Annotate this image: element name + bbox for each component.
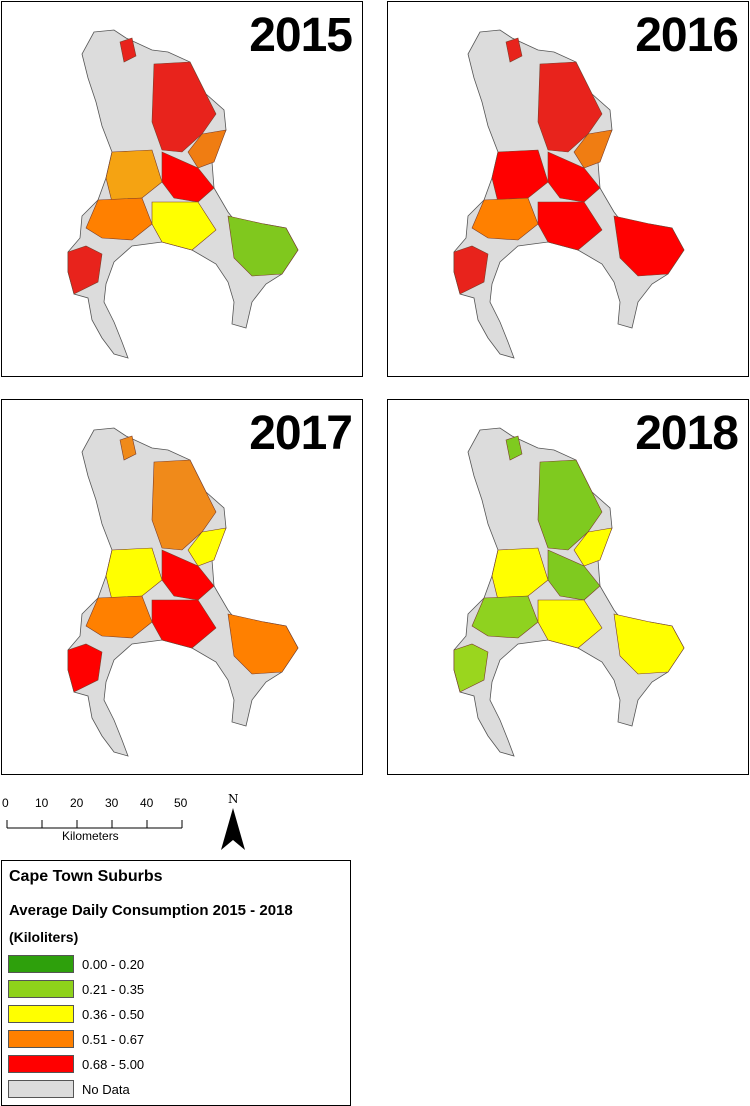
legend-units: (Kiloliters) [9,929,79,945]
legend-swatch [8,1005,74,1023]
scale-tick-label: 10 [35,796,49,810]
legend-swatch [8,1055,74,1073]
cape-town-map [67,29,299,359]
legend-title: Cape Town Suburbs [9,868,163,885]
scale-tick-label: 0 [2,796,9,810]
scale-bar: 0 10 20 30 40 50 Kilometers [0,796,200,856]
suburb-region [227,215,299,277]
scale-tick-label: 40 [140,796,154,810]
suburb-region [505,435,523,461]
suburb-region [67,643,103,693]
scale-tick-label: 50 [174,796,188,810]
suburb-region [613,215,685,277]
suburb-region [85,595,153,639]
legend-item: 0.21 - 0.35 [8,980,328,998]
north-arrow-icon [221,808,245,850]
legend-item: No Data [8,1080,328,1098]
suburb-region [573,129,613,169]
map-year-label: 2015 [249,9,353,62]
suburb-region [453,245,489,295]
cape-town-map [453,29,685,359]
map-year-label: 2017 [249,407,353,460]
map-year-label: 2016 [635,9,739,62]
suburb-region [471,197,539,241]
suburb-region [187,527,227,567]
suburb-region [505,37,523,63]
suburb-region [453,643,489,693]
legend-label: 0.51 - 0.67 [82,1032,145,1047]
map-panel-2018: 2018 [387,399,749,775]
map-panel-2016: 2016 [387,1,749,377]
suburb-region [187,129,227,169]
legend-label: No Data [82,1082,130,1097]
legend-item: 0.68 - 5.00 [8,1055,328,1073]
legend-label: 0.21 - 0.35 [82,982,145,997]
suburb-region [85,197,153,241]
suburb-region [119,435,137,461]
suburb-region [119,37,137,63]
legend-swatch [8,980,74,998]
suburb-region [537,201,603,251]
legend-label: 0.00 - 0.20 [82,957,145,972]
scale-bar-line [6,820,183,829]
scale-unit-label: Kilometers [62,829,119,843]
north-arrow: N [215,792,251,852]
cape-town-map [453,427,685,757]
legend-swatch [8,1030,74,1048]
legend-subtitle: Average Daily Consumption 2015 - 2018 [9,902,293,919]
suburb-region [471,595,539,639]
legend-swatch [8,1080,74,1098]
suburb-region [613,613,685,675]
suburb-region [151,599,217,649]
legend-item: 0.36 - 0.50 [8,1005,328,1023]
legend-label: 0.68 - 5.00 [82,1057,145,1072]
legend-label: 0.36 - 0.50 [82,1007,145,1022]
suburb-region [537,599,603,649]
cape-town-map [67,427,299,757]
map-year-label: 2018 [635,407,739,460]
map-legend: Cape Town Suburbs Average Daily Consumpt… [1,860,351,1106]
legend-item: 0.51 - 0.67 [8,1030,328,1048]
suburb-region [573,527,613,567]
suburb-region [67,245,103,295]
suburb-region [151,201,217,251]
map-panel-2017: 2017 [1,399,363,775]
scale-tick-label: 20 [70,796,84,810]
suburb-region [227,613,299,675]
map-panel-2015: 2015 [1,1,363,377]
legend-swatch [8,955,74,973]
north-label: N [228,792,239,806]
legend-item: 0.00 - 0.20 [8,955,328,973]
scale-tick-label: 30 [105,796,119,810]
